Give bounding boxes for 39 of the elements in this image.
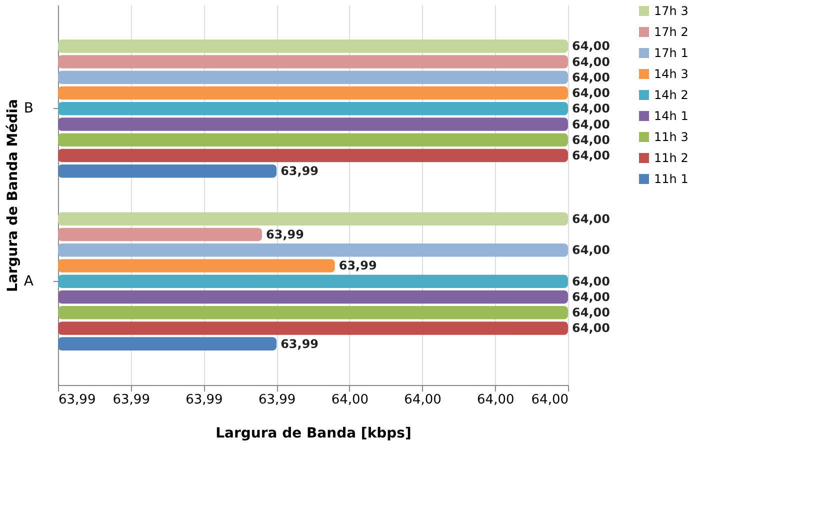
data-label: 64,00 [572,70,610,84]
legend-label: 14h 3 [654,67,688,81]
y-axis-title: Largura de Banda Média [4,99,21,292]
x-tick-label: 64,00 [477,392,514,408]
x-tick-label: 64,00 [404,392,442,408]
data-label: 64,00 [572,212,610,226]
data-label: 64,00 [572,102,610,116]
data-label: 63,99 [280,336,319,351]
legend-label: 17h 2 [654,25,688,39]
legend-label: 14h 1 [654,109,688,123]
legend-label: 11h 3 [654,130,688,144]
data-label: 64,00 [572,290,610,304]
x-axis-title: Largura de Banda [kbps] [216,426,412,442]
data-label: 64,00 [572,306,610,320]
data-label: 64,00 [572,39,610,54]
x-tick-label: 64,00 [531,392,568,408]
data-label: 64,00 [572,54,610,69]
data-label: 64,00 [572,132,610,147]
data-label: 63,99 [266,228,304,242]
legend-label: 11h 2 [654,151,688,165]
data-label: 64,00 [572,148,610,162]
x-tick-label: 63,99 [186,392,223,408]
legend-label: 17h 1 [654,46,688,60]
y-tick-label: B [24,100,34,117]
x-tick-label: 63,99 [58,392,96,408]
data-label: 64,00 [572,243,610,258]
x-tick-label: 63,99 [258,392,296,408]
data-label: 64,00 [572,274,610,288]
data-label: 63,99 [338,258,377,273]
legend-label: 14h 2 [654,88,688,102]
x-tick-label: 64,00 [331,392,369,408]
data-label: 64,00 [572,321,610,336]
data-label: 64,00 [572,86,610,100]
legend-label: 17h 3 [654,4,688,18]
legend-label: 11h 1 [654,172,688,186]
x-tick-label: 63,99 [112,392,150,408]
data-label: 63,99 [280,164,319,178]
y-tick-label: A [24,273,34,290]
data-label: 64,00 [572,117,610,132]
